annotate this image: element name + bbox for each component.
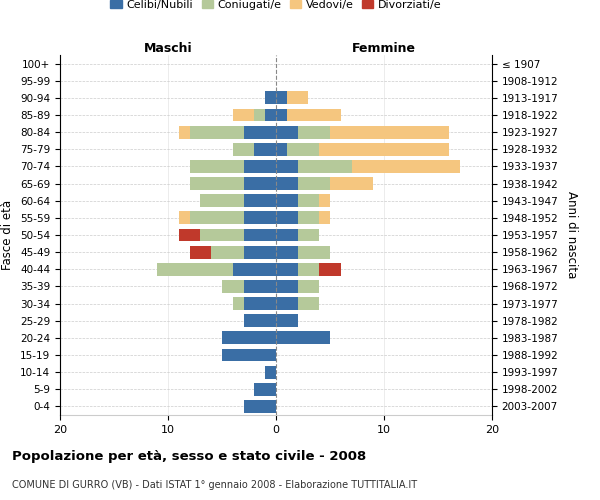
Text: COMUNE DI GURRO (VB) - Dati ISTAT 1° gennaio 2008 - Elaborazione TUTTITALIA.IT: COMUNE DI GURRO (VB) - Dati ISTAT 1° gen…	[12, 480, 417, 490]
Bar	[298, 194, 319, 207]
Bar	[276, 263, 298, 276]
Bar	[276, 228, 298, 241]
Bar	[298, 246, 330, 258]
Bar	[157, 263, 233, 276]
Bar	[244, 297, 276, 310]
Bar	[244, 212, 276, 224]
Bar	[254, 143, 276, 156]
Bar	[276, 246, 298, 258]
Legend: Celibi/Nubili, Coniugati/e, Vedovi/e, Divorziati/e: Celibi/Nubili, Coniugati/e, Vedovi/e, Di…	[106, 0, 446, 14]
Bar	[179, 228, 200, 241]
Bar	[298, 263, 319, 276]
Bar	[319, 194, 330, 207]
Bar	[276, 92, 287, 104]
Bar	[330, 126, 449, 138]
Bar	[244, 194, 276, 207]
Bar	[211, 246, 244, 258]
Bar	[298, 228, 319, 241]
Bar	[298, 280, 319, 293]
Bar	[276, 143, 287, 156]
Bar	[276, 212, 298, 224]
Bar	[179, 212, 190, 224]
Text: Maschi: Maschi	[143, 42, 193, 55]
Bar	[287, 92, 308, 104]
Bar	[200, 228, 244, 241]
Bar	[244, 246, 276, 258]
Bar	[319, 212, 330, 224]
Bar	[352, 160, 460, 173]
Bar	[233, 108, 254, 122]
Bar	[287, 143, 319, 156]
Text: Popolazione per età, sesso e stato civile - 2008: Popolazione per età, sesso e stato civil…	[12, 450, 366, 463]
Bar	[244, 160, 276, 173]
Bar	[244, 280, 276, 293]
Bar	[276, 194, 298, 207]
Bar	[298, 177, 330, 190]
Bar	[276, 280, 298, 293]
Bar	[254, 108, 265, 122]
Bar	[265, 366, 276, 378]
Bar	[298, 212, 319, 224]
Bar	[276, 177, 298, 190]
Bar	[244, 177, 276, 190]
Bar	[265, 108, 276, 122]
Bar	[222, 280, 244, 293]
Bar	[298, 126, 330, 138]
Bar	[276, 160, 298, 173]
Bar	[222, 332, 276, 344]
Bar	[330, 177, 373, 190]
Bar	[276, 297, 298, 310]
Bar	[276, 126, 298, 138]
Bar	[222, 348, 276, 362]
Bar	[319, 263, 341, 276]
Bar	[190, 160, 244, 173]
Bar	[265, 92, 276, 104]
Bar	[190, 246, 211, 258]
Bar	[319, 143, 449, 156]
Bar	[233, 263, 276, 276]
Bar	[200, 194, 244, 207]
Bar	[233, 297, 244, 310]
Bar	[287, 108, 341, 122]
Bar	[298, 160, 352, 173]
Bar	[276, 108, 287, 122]
Bar	[244, 400, 276, 413]
Bar	[233, 143, 254, 156]
Bar	[179, 126, 190, 138]
Bar	[190, 177, 244, 190]
Bar	[244, 314, 276, 327]
Y-axis label: Fasce di età: Fasce di età	[1, 200, 14, 270]
Bar	[276, 332, 330, 344]
Bar	[190, 126, 244, 138]
Text: Femmine: Femmine	[352, 42, 416, 55]
Y-axis label: Anni di nascita: Anni di nascita	[565, 192, 578, 278]
Bar	[244, 126, 276, 138]
Bar	[244, 228, 276, 241]
Bar	[254, 383, 276, 396]
Bar	[276, 314, 298, 327]
Bar	[190, 212, 244, 224]
Bar	[298, 297, 319, 310]
